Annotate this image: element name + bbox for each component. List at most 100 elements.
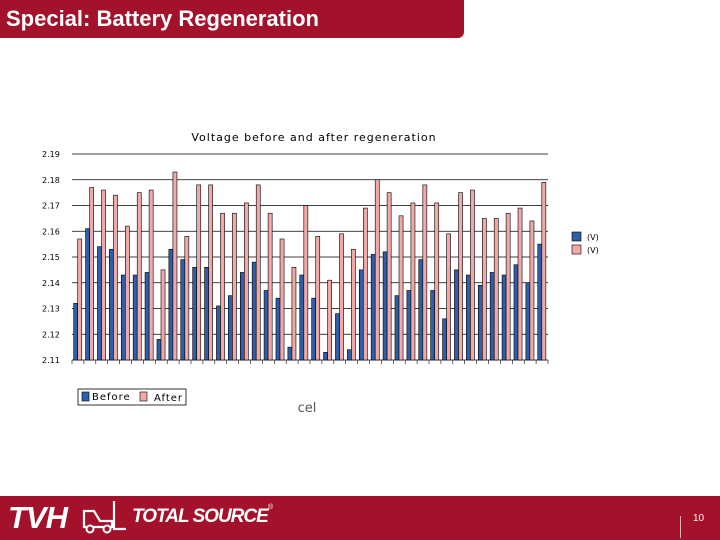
bar-after xyxy=(89,187,94,361)
total-source-logo: TOTAL SOURCE xyxy=(132,506,269,527)
registered-mark: ® xyxy=(268,504,274,511)
bar-before xyxy=(418,259,424,361)
bar-before xyxy=(144,272,150,361)
bar-before xyxy=(85,228,90,361)
y-tick-label: 2.11 xyxy=(42,356,60,365)
bar-after xyxy=(493,218,499,361)
bar-after xyxy=(220,212,225,361)
bar-after xyxy=(541,182,547,361)
bar-before xyxy=(525,282,531,361)
bar-after xyxy=(410,202,416,361)
bar-before xyxy=(216,305,221,361)
bar-before xyxy=(156,339,162,361)
bar-after xyxy=(434,202,440,361)
bar-before xyxy=(370,254,376,361)
bar-before xyxy=(168,248,174,361)
bar-before xyxy=(335,313,340,361)
bar-before xyxy=(513,264,519,361)
bar-before xyxy=(394,295,400,361)
title-bar: Special: Battery Regeneration xyxy=(0,0,464,38)
chart-title: Voltage before and after regeneration xyxy=(191,131,436,144)
bar-after xyxy=(529,220,535,361)
bar-before xyxy=(192,267,198,361)
page-separator xyxy=(680,516,681,538)
bar-after xyxy=(136,192,142,361)
bar-after xyxy=(505,212,511,361)
bar-after xyxy=(291,267,297,361)
bar-after xyxy=(470,189,475,361)
side-legend-before-swatch xyxy=(571,231,582,242)
bar-before xyxy=(454,269,459,361)
bar-before xyxy=(263,290,269,361)
bar-before xyxy=(347,349,352,361)
bar-after xyxy=(77,238,83,361)
bar-after xyxy=(196,184,202,361)
y-tick-label: 2.16 xyxy=(42,227,60,236)
bar-before xyxy=(442,318,447,361)
bar-before xyxy=(358,269,364,361)
chart-panel: Voltage before and after regeneration 2.… xyxy=(24,123,638,418)
bar-after xyxy=(113,194,118,361)
bar-after xyxy=(517,207,523,361)
bar-before xyxy=(477,285,483,361)
bar-after xyxy=(327,279,332,361)
y-tick-label: 2.17 xyxy=(42,202,60,211)
bar-before xyxy=(382,251,388,361)
bar-after xyxy=(315,236,321,361)
gridlines xyxy=(72,153,548,361)
footer-bar: TVH TOTAL SOURCE ® 10 xyxy=(0,496,720,540)
bar-before xyxy=(239,272,245,361)
slide-title: Special: Battery Regeneration xyxy=(6,6,319,31)
bar-before xyxy=(430,290,436,361)
bar-after xyxy=(267,212,273,361)
bar-after xyxy=(244,202,249,361)
x-axis xyxy=(71,360,549,364)
bar-before xyxy=(204,267,209,361)
bar-after xyxy=(339,233,344,361)
bar-after xyxy=(446,233,451,361)
y-tick-label: 2.14 xyxy=(42,279,60,288)
bar-before xyxy=(466,274,471,361)
bar-before xyxy=(299,274,305,361)
forklift-icon xyxy=(82,501,126,534)
bar-before xyxy=(73,303,79,361)
bottom-legend: Before After xyxy=(77,388,187,406)
y-tick-label: 2.12 xyxy=(42,330,60,339)
bar-before xyxy=(311,297,317,361)
bar-after xyxy=(160,269,166,361)
side-legend-after-label: (V) xyxy=(587,246,599,255)
y-tick-label: 2.13 xyxy=(42,305,60,314)
bar-before xyxy=(251,261,257,361)
bar-before xyxy=(132,274,138,361)
bar-before xyxy=(109,248,114,361)
legend-after-label: After xyxy=(154,393,183,404)
bar-before xyxy=(323,351,328,361)
bar-before xyxy=(275,297,281,361)
bar-before xyxy=(228,295,233,361)
bar-before xyxy=(406,290,412,361)
bar-after xyxy=(172,171,178,361)
bar-after xyxy=(208,184,213,361)
y-tick-label: 2.18 xyxy=(42,176,60,185)
bar-after xyxy=(101,189,106,361)
bar-after xyxy=(363,207,368,361)
bar-after xyxy=(458,192,463,361)
bar-after xyxy=(422,184,428,361)
bar-after xyxy=(184,236,190,361)
bar-before xyxy=(180,259,186,361)
side-legend-before-label: (V) xyxy=(587,233,599,242)
bar-before xyxy=(501,274,507,361)
y-tick-label: 2.15 xyxy=(42,253,60,262)
side-legend: (V) (V) xyxy=(571,231,599,255)
bar-after xyxy=(374,179,380,361)
bar-after xyxy=(351,248,356,361)
x-axis-label: cel xyxy=(298,401,317,416)
bar-before xyxy=(287,346,293,361)
bar-after xyxy=(303,205,309,361)
bar-before xyxy=(120,274,126,361)
tvh-logo: TVH xyxy=(8,500,68,535)
page-number: 10 xyxy=(693,513,705,524)
bar-after xyxy=(398,215,404,361)
side-legend-after-swatch xyxy=(571,244,582,255)
bar-before xyxy=(489,272,495,361)
